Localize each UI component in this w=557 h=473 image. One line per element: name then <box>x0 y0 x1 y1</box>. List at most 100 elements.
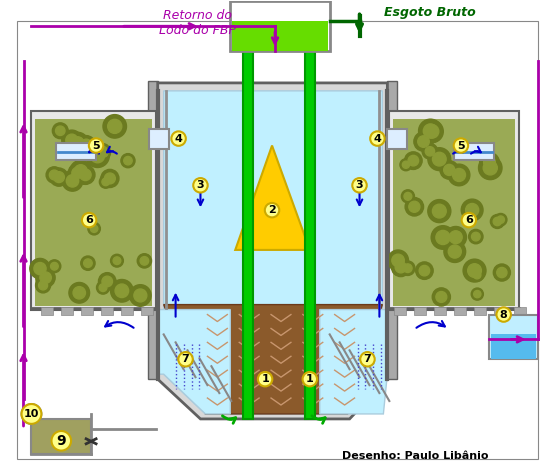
Bar <box>491 334 536 359</box>
Text: 5: 5 <box>457 140 465 150</box>
Circle shape <box>96 144 110 158</box>
Circle shape <box>444 165 455 175</box>
Bar <box>434 307 446 315</box>
Circle shape <box>436 291 447 302</box>
Circle shape <box>414 132 433 151</box>
Polygon shape <box>393 119 515 306</box>
Circle shape <box>56 126 65 135</box>
Circle shape <box>105 173 115 184</box>
Circle shape <box>96 281 110 294</box>
Text: 1: 1 <box>306 374 314 384</box>
Circle shape <box>36 278 51 293</box>
Bar <box>101 307 113 315</box>
Circle shape <box>392 254 404 267</box>
Circle shape <box>50 170 59 180</box>
Bar <box>414 307 426 315</box>
Text: 5: 5 <box>92 140 100 150</box>
Circle shape <box>36 268 55 287</box>
Bar <box>488 315 539 359</box>
Circle shape <box>22 404 41 424</box>
Circle shape <box>48 260 61 272</box>
Circle shape <box>403 264 412 272</box>
Circle shape <box>115 284 129 298</box>
Circle shape <box>140 256 149 265</box>
Polygon shape <box>164 305 383 414</box>
Circle shape <box>124 157 132 165</box>
Circle shape <box>388 250 408 271</box>
Circle shape <box>395 262 407 273</box>
Circle shape <box>428 200 451 223</box>
Text: 3: 3 <box>356 180 363 190</box>
Circle shape <box>101 169 119 187</box>
Circle shape <box>97 147 110 159</box>
Text: 4: 4 <box>374 133 382 144</box>
Text: Esgoto Bruto: Esgoto Bruto <box>384 6 476 19</box>
Circle shape <box>432 288 451 306</box>
Circle shape <box>81 256 95 271</box>
Bar <box>81 307 93 315</box>
Circle shape <box>137 254 152 268</box>
Circle shape <box>418 119 442 143</box>
Circle shape <box>102 178 110 186</box>
Circle shape <box>30 258 50 279</box>
Circle shape <box>440 161 458 179</box>
Circle shape <box>480 152 499 172</box>
Circle shape <box>448 245 461 258</box>
Circle shape <box>62 130 82 150</box>
Circle shape <box>77 136 95 153</box>
Circle shape <box>483 161 497 175</box>
Polygon shape <box>389 111 519 309</box>
Bar <box>394 307 406 315</box>
Circle shape <box>91 149 105 163</box>
Circle shape <box>493 217 501 226</box>
Circle shape <box>134 289 147 302</box>
Circle shape <box>68 164 86 182</box>
Circle shape <box>51 263 58 270</box>
Circle shape <box>62 171 83 191</box>
Bar <box>305 36 315 419</box>
Circle shape <box>73 287 85 299</box>
Circle shape <box>473 290 481 298</box>
Text: 1: 1 <box>261 374 269 384</box>
Circle shape <box>472 232 480 241</box>
Text: 3: 3 <box>197 180 204 190</box>
Polygon shape <box>158 83 387 419</box>
Circle shape <box>52 123 68 139</box>
Circle shape <box>405 198 423 216</box>
Circle shape <box>392 258 410 277</box>
Circle shape <box>409 201 420 212</box>
Circle shape <box>426 125 439 138</box>
Circle shape <box>478 156 502 180</box>
Circle shape <box>404 193 412 200</box>
Circle shape <box>103 114 126 138</box>
Circle shape <box>102 276 113 287</box>
Circle shape <box>71 137 84 150</box>
Circle shape <box>99 147 108 155</box>
Circle shape <box>46 167 62 183</box>
Bar <box>474 307 486 315</box>
Circle shape <box>432 204 446 218</box>
Text: Desenho: Paulo Libânio: Desenho: Paulo Libânio <box>342 451 488 461</box>
Circle shape <box>113 257 121 264</box>
Circle shape <box>66 134 78 146</box>
Text: 8: 8 <box>500 309 507 320</box>
Bar <box>230 1 330 51</box>
Polygon shape <box>235 146 310 250</box>
Bar <box>387 129 407 149</box>
Bar <box>31 419 91 454</box>
Circle shape <box>490 215 504 228</box>
Circle shape <box>428 148 451 171</box>
Circle shape <box>66 175 79 187</box>
Circle shape <box>50 168 68 186</box>
Circle shape <box>90 225 98 232</box>
Circle shape <box>110 280 133 302</box>
Bar <box>61 307 73 315</box>
Circle shape <box>86 144 109 167</box>
Polygon shape <box>164 91 383 414</box>
Circle shape <box>419 265 429 276</box>
Bar <box>149 129 169 149</box>
Circle shape <box>81 139 91 150</box>
Circle shape <box>483 157 495 168</box>
Bar <box>454 307 466 315</box>
Bar <box>243 36 253 419</box>
